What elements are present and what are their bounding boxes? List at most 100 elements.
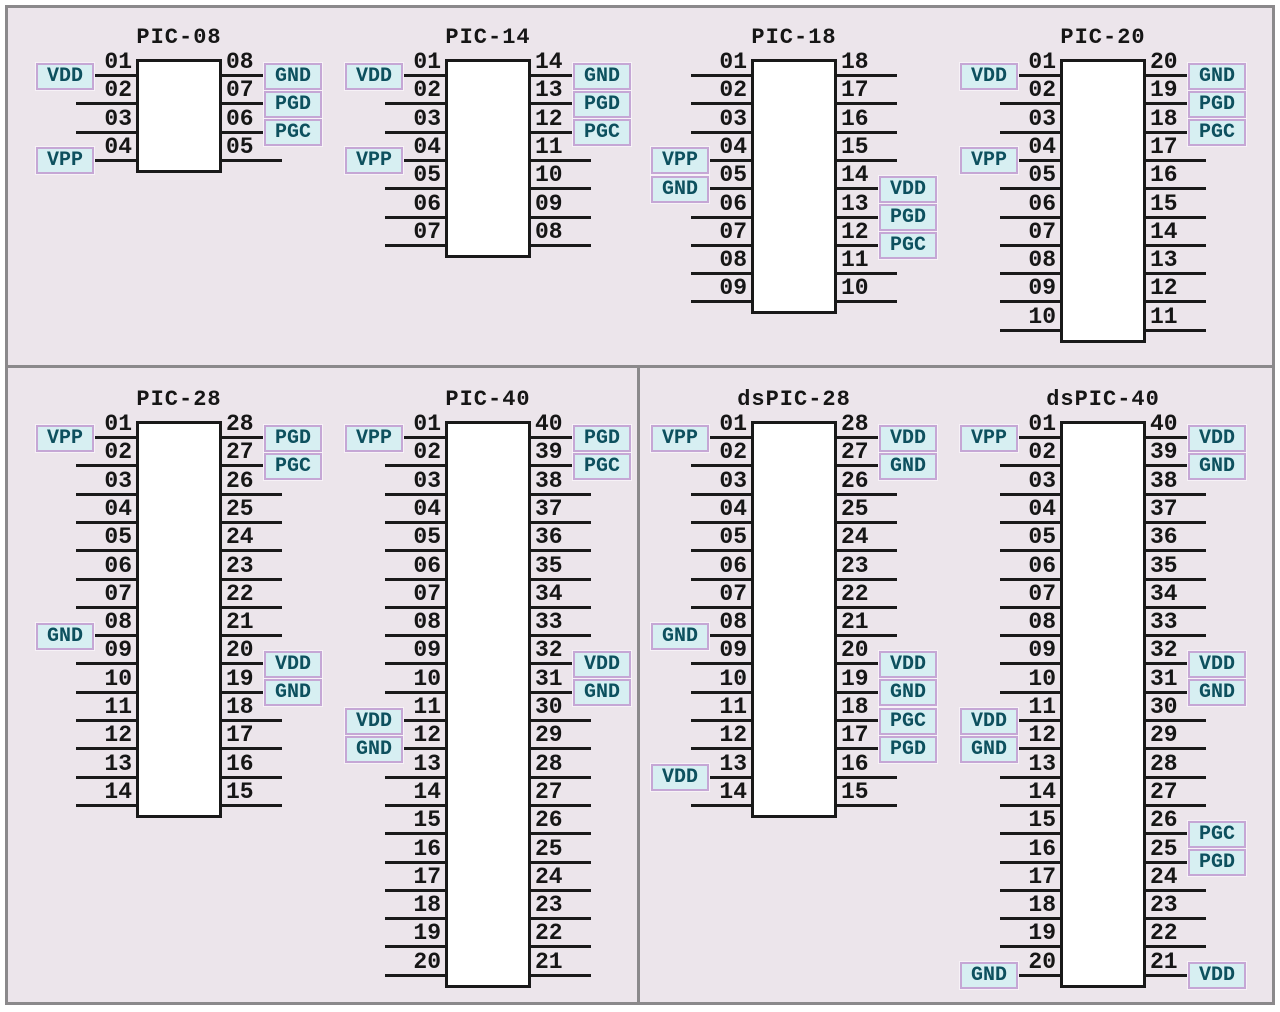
pin-number: 28 [841,411,869,437]
pin-number: 09 [719,275,747,302]
pin-number: 05 [413,162,441,189]
pin-line-left [76,577,136,581]
pin-line-right [531,130,591,134]
pin-number: 36 [535,524,563,551]
pin-label-pgd: PGD [573,424,631,452]
pin-label-vdd: VDD [960,707,1018,735]
pin-number: 25 [1150,835,1178,862]
pin-number: 12 [1150,275,1178,302]
pin-number: 16 [226,750,254,777]
pin-label-gnd: GND [651,622,709,650]
pin-line-right [1146,272,1206,276]
pin-label-vdd: VDD [1188,424,1246,452]
pin-line-left [1000,549,1060,553]
chip-body [445,421,531,988]
pin-line-right [1146,74,1206,77]
pin-number: 02 [104,77,132,104]
pin-line-left [691,464,751,468]
pin-number: 02 [1028,77,1056,104]
pin-line-left [76,130,136,134]
pin-number: 09 [719,637,747,664]
pin-line-left [1000,917,1060,921]
pin-number: 09 [413,637,441,664]
pin-line-right [222,520,282,524]
pin-number: 05 [719,524,747,551]
pin-number: 04 [719,133,747,160]
pin-line-right [837,187,897,191]
chip-pic-40: PIC-40 01 40 VPP PGD 02 39 PGC 03 38 04 37 05 36 06 35 0… [335,388,641,1006]
pin-number: 22 [1150,920,1178,947]
pin-line-right [222,492,282,496]
pin-label-gnd: GND [1188,679,1246,707]
pin-line-left [1000,102,1060,106]
pin-line-left [1000,690,1060,694]
pin-number: 37 [1150,495,1178,522]
pin-line-left [1000,243,1060,247]
chip-body [136,421,222,818]
pin-line-right [1146,973,1206,977]
pin-line-left [385,888,445,892]
pin-line-left [76,719,136,722]
pin-number: 03 [413,105,441,132]
pin-number: 05 [1028,524,1056,551]
chip-body [136,59,222,173]
pin-line-right [531,74,591,77]
pin-label-pgd: PGD [879,735,937,763]
pin-line-right [531,888,591,892]
pin-number: 19 [841,665,869,692]
pin-line-right [222,605,282,609]
pin-number: 20 [413,948,441,975]
pin-label-vpp: VPP [960,424,1018,452]
pin-number: 06 [1028,552,1056,579]
pin-line-right [837,492,897,496]
pin-number: 13 [104,750,132,777]
pin-line-left [1000,328,1060,332]
pin-number: 16 [1028,835,1056,862]
pin-line-right [1146,747,1206,751]
pin-line-right [837,775,897,779]
pin-number: 05 [1028,162,1056,189]
pin-number: 24 [226,524,254,551]
pin-line-right [1146,492,1206,496]
pin-label-pgd: PGD [264,424,322,452]
pin-line-left [385,719,445,722]
pin-line-right [837,272,897,276]
pin-label-pgc: PGC [1188,119,1246,147]
pin-line-left [385,74,445,77]
pin-line-left [385,690,445,694]
chip-body [1060,59,1146,343]
pin-line-left [1000,300,1060,304]
pin-number: 06 [413,190,441,217]
pin-number: 40 [535,411,563,437]
pin-label-vpp: VPP [651,424,709,452]
pin-number: 17 [1028,863,1056,890]
pin-line-right [531,605,591,609]
chip-body [445,59,531,258]
pin-line-left [76,74,136,77]
pin-line-left [691,272,751,276]
pin-line-left [1000,577,1060,581]
pin-line-left [385,860,445,864]
pin-line-right [222,436,282,439]
pin-line-left [1000,158,1060,162]
pin-line-right [1146,520,1206,524]
pin-line-right [531,634,591,638]
pin-line-right [531,860,591,864]
pin-line-left [385,243,445,247]
pin-number: 18 [226,694,254,720]
pin-number: 14 [841,162,869,189]
pin-line-left [1000,605,1060,609]
chip-title: PIC-18 [751,25,837,50]
pin-label-pgd: PGD [1188,90,1246,118]
pin-line-left [385,520,445,524]
pin-number: 10 [535,162,563,189]
pin-label-pgc: PGC [264,119,322,147]
pin-line-right [222,464,282,468]
pin-line-left [385,662,445,666]
pin-label-pgc: PGC [573,119,631,147]
pin-number: 04 [1028,133,1056,160]
pin-line-left [1000,719,1060,722]
pin-number: 28 [226,411,254,437]
pin-number: 27 [841,439,869,466]
pin-line-right [531,187,591,191]
